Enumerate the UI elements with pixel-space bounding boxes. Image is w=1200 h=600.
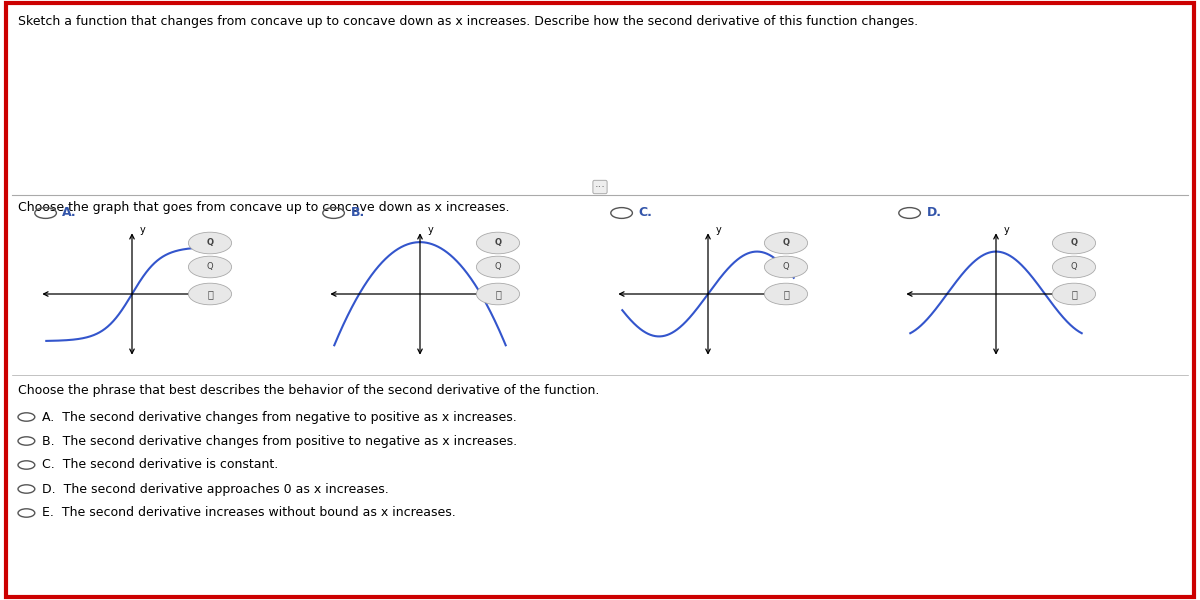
Text: Q: Q [782,238,790,247]
Text: Q: Q [494,238,502,247]
Text: Sketch a function that changes from concave up to concave down as x increases. D: Sketch a function that changes from conc… [18,15,918,28]
Text: C.  The second derivative is constant.: C. The second derivative is constant. [42,458,278,472]
Text: Q: Q [206,238,214,247]
Text: x: x [792,294,798,304]
Text: Q: Q [494,262,502,271]
Text: y: y [427,225,433,235]
Text: Choose the phrase that best describes the behavior of the second derivative of t: Choose the phrase that best describes th… [18,384,599,397]
Text: y: y [715,225,721,235]
Text: Choose the graph that goes from concave up to concave down as x increases.: Choose the graph that goes from concave … [18,201,510,214]
Text: D.  The second derivative approaches 0 as x increases.: D. The second derivative approaches 0 as… [42,482,389,496]
Text: x: x [216,294,222,304]
Text: Q: Q [782,262,790,271]
Text: C.: C. [638,206,653,220]
Text: x: x [1080,294,1086,304]
Text: Q: Q [206,262,214,271]
Text: Q: Q [1070,262,1078,271]
Text: ⧉: ⧉ [496,289,500,299]
Text: B.  The second derivative changes from positive to negative as x increases.: B. The second derivative changes from po… [42,434,517,448]
Text: x: x [504,294,510,304]
Text: A.: A. [62,206,77,220]
Text: D.: D. [926,206,942,220]
Text: ···: ··· [594,182,606,192]
Text: Q: Q [1070,238,1078,247]
Text: y: y [1003,225,1009,235]
Text: ⧉: ⧉ [784,289,788,299]
Text: A.  The second derivative changes from negative to positive as x increases.: A. The second derivative changes from ne… [42,410,517,424]
Text: ⧉: ⧉ [1072,289,1076,299]
Text: E.  The second derivative increases without bound as x increases.: E. The second derivative increases witho… [42,506,456,520]
Text: y: y [139,225,145,235]
Text: B.: B. [350,206,365,220]
Text: ⧉: ⧉ [208,289,212,299]
